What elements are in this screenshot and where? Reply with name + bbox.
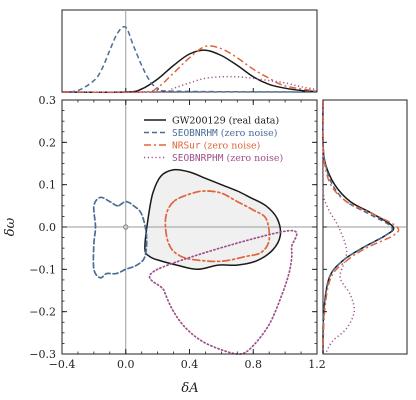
top-marginal-seobnrphm bbox=[61, 75, 318, 94]
top-marginal-panel bbox=[61, 9, 318, 94]
x-tick-label: −0.4 bbox=[49, 358, 76, 371]
contour-fill-gw200129 bbox=[144, 169, 281, 270]
y-tick-label: −0.1 bbox=[29, 263, 56, 276]
credible-contours bbox=[92, 168, 298, 355]
top-marginal-gw200129 bbox=[61, 49, 318, 93]
x-tick-label: 0.0 bbox=[117, 358, 135, 371]
y-tick-label: 0.3 bbox=[39, 94, 57, 107]
axis-ticks bbox=[61, 88, 327, 355]
top-marginal-seobnrhm bbox=[61, 25, 318, 93]
y-tick-label: −0.3 bbox=[29, 348, 56, 361]
contour-seobnrhm bbox=[92, 196, 148, 279]
x-axis-label: δA bbox=[181, 381, 198, 396]
y-tick-label: 0.0 bbox=[39, 221, 57, 234]
top-marginal-curves bbox=[61, 10, 318, 94]
y-axis-label: δω bbox=[3, 217, 18, 236]
right-marginal-curves bbox=[321, 99, 407, 355]
legend-label-suffix: (zero noise) bbox=[223, 153, 283, 164]
legend-label-suffix: (zero noise) bbox=[218, 128, 278, 139]
legend-label-main: NRSur bbox=[172, 141, 201, 152]
right-marginal-panel bbox=[321, 99, 408, 355]
legend: GW200129 (real data)SEOBNRHM (zero noise… bbox=[144, 116, 283, 164]
x-tick-label: 0.8 bbox=[245, 358, 263, 371]
legend-label-main: SEOBNRPHM bbox=[172, 153, 224, 164]
filled-contour-region bbox=[144, 169, 281, 270]
x-tick-label: 0.4 bbox=[181, 358, 199, 371]
legend-label-suffix: (real data) bbox=[226, 116, 280, 127]
x-tick-label: 1.2 bbox=[308, 358, 326, 371]
y-tick-label: −0.2 bbox=[29, 306, 56, 319]
legend-label-main: SEOBNRHM bbox=[172, 128, 218, 139]
main-contour-panel: −0.4 0.0 0.4 0.8 1.2 0.3 0.2 0.1 0.0 −0.1 −0.2 −0.3 bbox=[29, 88, 327, 371]
contour-nrsur bbox=[164, 190, 271, 263]
legend-label-main: GW200129 bbox=[172, 116, 226, 127]
legend-label-gw200129: GW200129 (real data) bbox=[172, 116, 279, 127]
right-marginal-nrsur bbox=[322, 99, 400, 355]
legend-label-seobnrphm: SEOBNRPHM (zero noise) bbox=[172, 153, 283, 164]
legend-label-seobnrhm: SEOBNRHM (zero noise) bbox=[172, 128, 277, 139]
legend-label-nrsur: NRSur (zero noise) bbox=[172, 141, 260, 152]
right-marginal-seobnrhm bbox=[322, 99, 394, 355]
y-tick-label: 0.2 bbox=[39, 136, 57, 149]
tick-labels: −0.4 0.0 0.4 0.8 1.2 0.3 0.2 0.1 0.0 −0.1 −0.2 −0.3 bbox=[29, 94, 325, 371]
y-tick-label: 0.1 bbox=[39, 179, 57, 192]
contour-gw200129 bbox=[144, 168, 282, 271]
legend-label-suffix: (zero noise) bbox=[201, 141, 261, 152]
reference-lines bbox=[62, 100, 317, 354]
top-panel-frame bbox=[61, 9, 318, 93]
reference-point-marker bbox=[123, 224, 129, 230]
top-marginal-nrsur bbox=[61, 45, 318, 94]
contour-seobnrphm bbox=[148, 229, 298, 355]
